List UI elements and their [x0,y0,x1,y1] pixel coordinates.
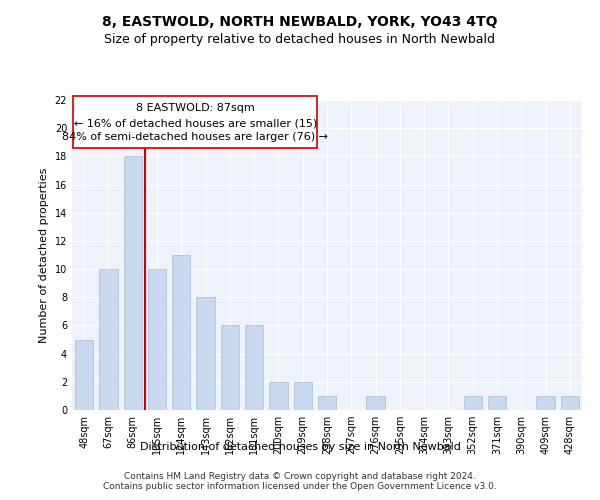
Bar [318,396,336,410]
Bar [245,326,263,410]
Bar [561,396,579,410]
Bar [196,298,215,410]
Bar [100,269,118,410]
Bar [464,396,482,410]
Bar [488,396,506,410]
Text: Distribution of detached houses by size in North Newbald: Distribution of detached houses by size … [140,442,460,452]
Bar [293,382,312,410]
Bar [221,326,239,410]
Text: Contains HM Land Registry data © Crown copyright and database right 2024.: Contains HM Land Registry data © Crown c… [124,472,476,481]
Text: ← 16% of detached houses are smaller (15): ← 16% of detached houses are smaller (15… [74,118,317,128]
Text: 8 EASTWOLD: 87sqm: 8 EASTWOLD: 87sqm [136,103,254,113]
Bar [124,156,142,410]
Bar [75,340,93,410]
Bar [73,96,317,148]
Bar [269,382,287,410]
Bar [536,396,554,410]
Text: Contains public sector information licensed under the Open Government Licence v3: Contains public sector information licen… [103,482,497,491]
Text: 8, EASTWOLD, NORTH NEWBALD, YORK, YO43 4TQ: 8, EASTWOLD, NORTH NEWBALD, YORK, YO43 4… [102,15,498,29]
Y-axis label: Number of detached properties: Number of detached properties [39,168,49,342]
Text: 84% of semi-detached houses are larger (76) →: 84% of semi-detached houses are larger (… [62,132,328,142]
Bar [172,255,190,410]
Bar [148,269,166,410]
Text: Size of property relative to detached houses in North Newbald: Size of property relative to detached ho… [104,32,496,46]
Bar [367,396,385,410]
